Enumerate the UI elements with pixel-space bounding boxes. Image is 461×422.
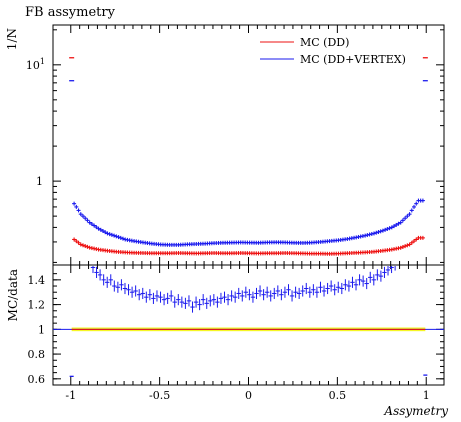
bottom-xtick-label: 0 [245,389,252,402]
bottom-xtick-label: -1 [65,389,76,402]
bottom-ytick-label: 0.8 [28,348,46,361]
top-ytick-label: 101 [26,57,45,72]
bottom-ylabel: MC/data [6,269,20,321]
bottom-ytick-label: 1.4 [28,274,46,287]
top-ytick-label: 1 [36,175,43,188]
figure-title: FB assymetry [25,5,115,20]
bottom-ytick-label: 0.6 [28,373,46,386]
bottom-xtick-label: 0.5 [329,389,347,402]
legend-label: MC (DD) [300,36,349,49]
legend-label: MC (DD+VERTEX) [300,53,406,66]
top-ylabel: 1/N [5,28,19,50]
bottom-ytick-label: 1.2 [28,299,46,312]
bottom-xlabel: Assymetry [383,404,448,418]
bottom-xtick-label: -0.5 [149,389,170,402]
bottom-panel-frame [52,264,445,386]
bottom-xtick-label: 1 [423,389,430,402]
bottom-ytick-label: 1 [38,323,45,336]
